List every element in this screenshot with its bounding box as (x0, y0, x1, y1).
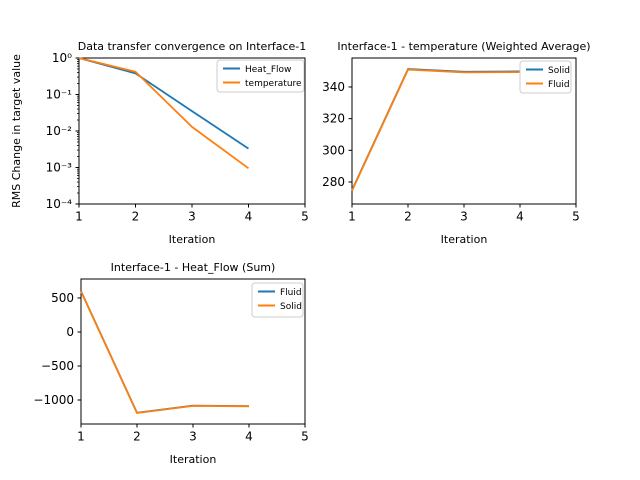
x-axis-label: Iteration (441, 233, 488, 246)
y-tick-label: 10⁻¹ (46, 88, 73, 102)
y-tick-label: 340 (322, 80, 345, 94)
x-tick-label: 4 (516, 210, 524, 224)
x-tick-label: 5 (301, 210, 309, 224)
y-tick-label: 10⁻⁴ (46, 197, 73, 211)
x-tick-label: 5 (301, 430, 309, 444)
x-tick-label: 3 (189, 430, 197, 444)
y-tick-label: 500 (51, 291, 74, 305)
subplot-interface1-temperature-weighted-average: 1 2 3 4 5 280 300 320 340 Interface-1 - temperatu… (322, 40, 590, 246)
x-tick-label: 2 (133, 430, 141, 444)
plot-title: Interface-1 - Heat_Flow (Sum) (111, 261, 276, 274)
subplot-interface1-heat-flow-sum: 1 2 3 4 5 500 0 −500 −1000 Interface-1 - Heat_Flo… (33, 261, 308, 466)
plot-title: Data transfer convergence on Interface-1 (78, 40, 307, 53)
x-axis-label: Iteration (169, 233, 216, 246)
series-line-fluid (351, 68, 521, 192)
series-line-solid (351, 68, 521, 191)
legend-label-heat-flow: Heat_Flow (245, 65, 291, 75)
y-tick-label: −1000 (33, 393, 74, 407)
x-tick-label: 2 (132, 210, 140, 224)
y-tick-label: 10⁰ (52, 51, 72, 65)
y-tick-label: 280 (322, 175, 345, 189)
series-line-solid (80, 291, 250, 414)
x-tick-label: 1 (75, 210, 83, 224)
x-axis-label: Iteration (170, 453, 217, 466)
x-tick-label: 3 (460, 210, 468, 224)
legend-label-fluid: Fluid (280, 288, 302, 298)
subplot-interface1-convergence: 1 2 3 4 5 10⁰ 10⁻¹ 10⁻² 10⁻³ 10⁻⁴ Data transfer co… (10, 40, 309, 246)
x-tick-label: 1 (77, 430, 85, 444)
series-line-fluid (80, 290, 250, 414)
legend-label-temperature: temperature (245, 79, 302, 89)
legend: Heat_Flow temperature (216, 59, 305, 93)
y-axis-label: RMS Change in target value (10, 54, 23, 208)
legend: Fluid Solid (251, 282, 304, 318)
series-line-temperature (78, 57, 250, 170)
x-tick-label: 3 (188, 210, 196, 224)
y-tick-label: 0 (66, 325, 74, 339)
legend-label-fluid: Fluid (548, 80, 570, 90)
y-tick-label: 320 (322, 112, 345, 126)
y-tick-label: 300 (322, 143, 345, 157)
legend: Solid Fluid (519, 60, 572, 94)
legend-label-solid: Solid (280, 302, 302, 312)
legend-label-solid: Solid (548, 66, 570, 76)
y-tick-label: 10⁻³ (46, 161, 73, 175)
y-tick-label: 10⁻² (46, 124, 73, 138)
x-tick-label: 4 (245, 430, 253, 444)
x-tick-label: 1 (348, 210, 356, 224)
x-tick-label: 4 (245, 210, 253, 224)
x-tick-label: 5 (572, 210, 580, 224)
x-tick-label: 2 (404, 210, 412, 224)
y-tick-label: −500 (41, 359, 74, 373)
plot-title: Interface-1 - temperature (Weighted Aver… (337, 40, 590, 53)
